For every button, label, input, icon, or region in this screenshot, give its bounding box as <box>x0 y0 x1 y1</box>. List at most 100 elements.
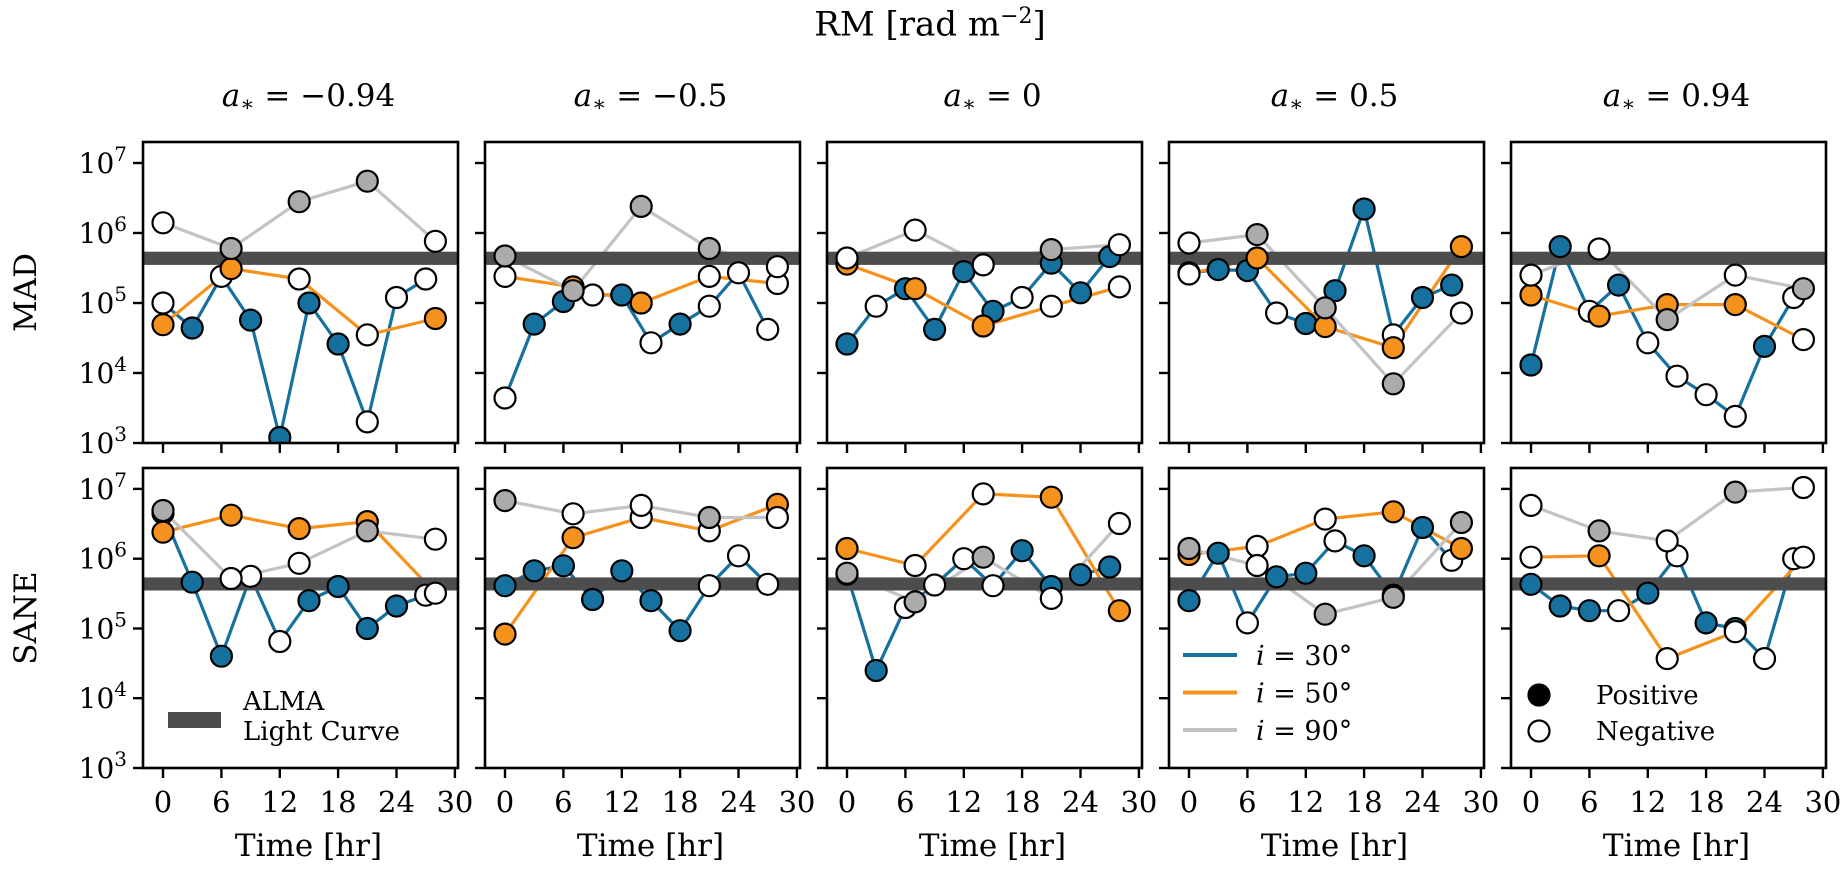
row-label-MAD: MAD <box>8 253 44 332</box>
legend-label-negative: Negative <box>1596 717 1715 747</box>
data-point-i30-positive <box>1548 594 1572 618</box>
data-point-i90-negative <box>1245 553 1269 578</box>
x-tick-label: 18 <box>320 785 357 819</box>
data-point-i30-negative <box>639 331 663 355</box>
legend-label-i50: i = 50° <box>1256 679 1352 710</box>
data-point-i50-positive <box>971 314 995 338</box>
data-point-i90-positive <box>493 489 517 513</box>
data-point-i30-positive <box>1206 258 1230 282</box>
data-point-i30-positive <box>268 425 292 443</box>
data-point-i50-positive <box>1449 536 1474 561</box>
data-point-i90-negative <box>629 493 653 517</box>
data-point-i30-positive <box>580 587 605 612</box>
y-tick-label: 107 <box>79 468 127 506</box>
data-point-i30-positive <box>239 308 263 332</box>
column-title: a∗ = 0 <box>943 78 1041 116</box>
data-point-i30-positive <box>1177 589 1201 613</box>
data-point-i30-positive <box>326 574 350 599</box>
panel-plot-area <box>827 482 1142 683</box>
panel-border <box>141 140 460 445</box>
data-point-i50-negative <box>697 264 721 288</box>
alma-band <box>485 251 800 265</box>
panel-MAD-0.5: a∗ = 0.5 <box>1159 78 1486 453</box>
legend-marker-negative <box>1527 719 1551 743</box>
x-tick-label: 0 <box>838 785 856 819</box>
data-point-i50-positive <box>423 306 447 331</box>
data-point-i90-negative <box>423 229 447 253</box>
data-point-i90-positive <box>1039 238 1063 262</box>
data-point-i90-positive <box>1587 519 1611 543</box>
y-tick-label: 106 <box>79 212 127 250</box>
x-tick-label: 6 <box>1238 785 1256 819</box>
panel-SANE-0.5: 0 6 12 18 24 30 Time [hr] i = 30° i = 50° i = 90° <box>1159 466 1499 864</box>
data-point-i50-negative <box>1791 545 1816 569</box>
x-axis-label: Time [hr] <box>235 828 382 864</box>
x-tick-label: 24 <box>1746 785 1783 819</box>
y-tick-label: 103 <box>79 747 127 785</box>
x-tick-label: 18 <box>1688 785 1725 819</box>
data-point-i30-negative <box>1323 529 1347 553</box>
data-point-i50-negative <box>493 264 517 288</box>
data-point-i30-negative <box>1010 285 1034 310</box>
data-point-i30-positive <box>297 291 321 315</box>
x-tick-label: 30 <box>1120 785 1157 819</box>
data-point-i30-positive <box>522 559 546 583</box>
data-point-i50-positive <box>493 622 517 646</box>
data-point-i90-positive <box>287 190 311 214</box>
data-point-i90-negative <box>1107 511 1132 536</box>
data-point-i30-positive <box>835 332 859 356</box>
data-point-i30-positive <box>297 589 321 613</box>
data-point-i30-positive <box>1294 311 1318 336</box>
data-point-i30-positive <box>180 316 204 340</box>
data-point-i50-negative <box>1655 646 1679 671</box>
x-tick-label: 12 <box>603 785 640 819</box>
data-point-i90-negative <box>561 502 585 526</box>
x-tick-label: 0 <box>154 785 172 819</box>
x-axis-label: Time [hr] <box>1261 828 1408 864</box>
data-point-i30-negative <box>1636 331 1660 355</box>
data-point-i30-negative <box>697 294 721 318</box>
data-point-i30-positive <box>1440 273 1464 297</box>
data-point-i50-positive <box>1245 246 1269 270</box>
panel-plot-area <box>143 169 458 443</box>
data-point-i90-negative <box>1587 237 1611 261</box>
column-title: a∗ = 0.94 <box>1603 78 1750 116</box>
data-point-i30-positive <box>1577 599 1602 623</box>
data-point-i30-negative <box>756 572 780 596</box>
data-point-i30-negative <box>1264 301 1289 325</box>
x-tick-label: 30 <box>1462 785 1499 819</box>
series-line-i30 <box>1530 554 1796 661</box>
panel-plot-area <box>485 489 800 646</box>
y-tick-label: 106 <box>79 538 127 576</box>
panel-border <box>1509 140 1828 445</box>
legend-label-i90: i = 90° <box>1256 716 1352 747</box>
data-point-i50-negative <box>971 482 995 506</box>
panel-plot-area <box>827 218 1142 356</box>
data-point-i90-positive <box>1723 480 1747 504</box>
data-point-i30-negative <box>1723 404 1747 428</box>
data-point-i50-positive <box>1723 293 1747 317</box>
data-point-i90-negative <box>1791 475 1816 500</box>
figure-title: RM [rad m−2] <box>814 4 1046 44</box>
data-point-i90-positive <box>629 194 653 218</box>
x-axis-label: Time [hr] <box>577 828 724 864</box>
data-point-i30-negative <box>952 547 976 571</box>
panel-border <box>825 140 1144 445</box>
data-point-i30-negative <box>493 386 517 410</box>
title-text: RM [rad m <box>814 4 1001 45</box>
x-tick-label: 30 <box>778 785 815 819</box>
y-tick-label: 105 <box>79 282 127 320</box>
data-point-i50-negative <box>423 581 447 605</box>
title-superscript: −2 <box>1000 4 1033 29</box>
column-title: a∗ = −0.5 <box>574 78 728 116</box>
data-point-i30-positive <box>1068 281 1093 305</box>
data-point-i90-negative <box>1039 586 1063 611</box>
x-tick-label: 12 <box>1287 785 1324 819</box>
data-point-i90-positive <box>219 236 243 261</box>
alma-band <box>1511 577 1826 591</box>
data-point-i90-negative <box>765 255 790 279</box>
data-point-i30-negative <box>239 564 263 588</box>
x-tick-label: 12 <box>945 785 982 819</box>
data-point-i30-positive <box>1352 544 1376 568</box>
data-point-i90-positive <box>697 505 721 530</box>
